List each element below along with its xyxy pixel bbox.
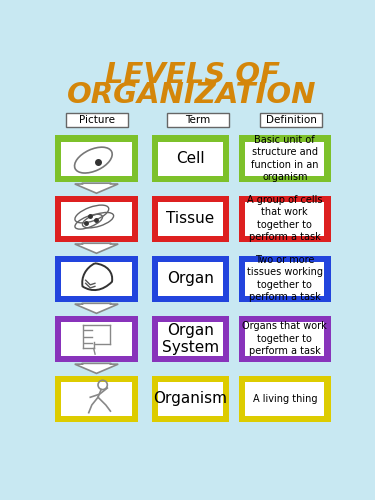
Text: Picture: Picture (79, 115, 115, 125)
Text: Basic unit of
structure and
function in an
organism: Basic unit of structure and function in … (251, 135, 318, 182)
Text: Organism: Organism (153, 392, 227, 406)
FancyBboxPatch shape (55, 136, 138, 182)
FancyBboxPatch shape (239, 136, 330, 182)
FancyBboxPatch shape (158, 262, 223, 296)
FancyBboxPatch shape (61, 322, 132, 356)
Text: ORGANIZATION: ORGANIZATION (68, 82, 317, 110)
Text: Tissue: Tissue (166, 211, 214, 226)
FancyBboxPatch shape (152, 256, 229, 302)
FancyBboxPatch shape (55, 376, 138, 422)
FancyBboxPatch shape (61, 262, 132, 296)
Polygon shape (75, 364, 118, 374)
FancyBboxPatch shape (260, 113, 322, 127)
FancyBboxPatch shape (245, 322, 324, 356)
FancyBboxPatch shape (239, 256, 330, 302)
Text: Organ
System: Organ System (162, 322, 219, 355)
FancyBboxPatch shape (152, 136, 229, 182)
Text: A group of cells
that work
together to
perform a task: A group of cells that work together to p… (247, 195, 322, 242)
FancyBboxPatch shape (55, 196, 138, 242)
FancyBboxPatch shape (245, 262, 324, 296)
FancyBboxPatch shape (152, 376, 229, 422)
Polygon shape (75, 183, 118, 193)
Text: LEVELS OF: LEVELS OF (105, 62, 280, 90)
Text: Organ: Organ (167, 271, 214, 286)
Text: A living thing: A living thing (252, 394, 317, 404)
Text: Definition: Definition (266, 115, 316, 125)
FancyBboxPatch shape (61, 142, 132, 176)
FancyBboxPatch shape (239, 376, 330, 422)
Text: Term: Term (185, 115, 211, 125)
FancyBboxPatch shape (55, 256, 138, 302)
FancyBboxPatch shape (245, 382, 324, 416)
FancyBboxPatch shape (158, 382, 223, 416)
FancyBboxPatch shape (167, 113, 229, 127)
FancyBboxPatch shape (158, 202, 223, 235)
FancyBboxPatch shape (61, 382, 132, 416)
FancyBboxPatch shape (245, 142, 324, 176)
FancyBboxPatch shape (55, 316, 138, 362)
FancyBboxPatch shape (66, 113, 128, 127)
Text: Organs that work
together to
perform a task: Organs that work together to perform a t… (242, 322, 327, 356)
Polygon shape (75, 244, 118, 254)
Text: Two or more
tissues working
together to
perform a task: Two or more tissues working together to … (247, 255, 323, 302)
FancyBboxPatch shape (152, 316, 229, 362)
FancyBboxPatch shape (158, 142, 223, 176)
FancyBboxPatch shape (158, 322, 223, 356)
FancyBboxPatch shape (239, 196, 330, 242)
FancyBboxPatch shape (152, 196, 229, 242)
FancyBboxPatch shape (239, 316, 330, 362)
FancyBboxPatch shape (61, 202, 132, 235)
Text: Cell: Cell (176, 151, 205, 166)
FancyBboxPatch shape (245, 202, 324, 235)
Polygon shape (75, 304, 118, 314)
